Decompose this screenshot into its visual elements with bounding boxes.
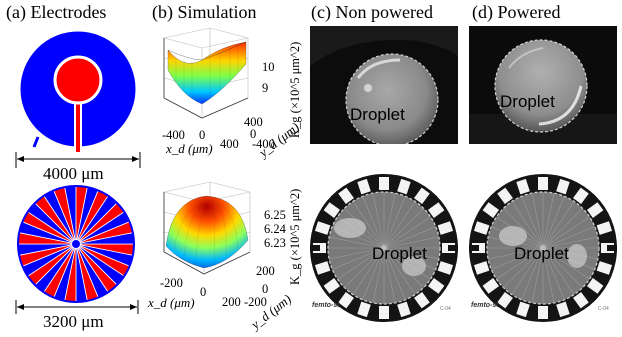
sim-bottom-xlabel: x_d (μm): [148, 295, 195, 310]
header-powered: (d) Powered: [472, 2, 561, 22]
photo-powered-bottom: [469, 166, 617, 324]
photo-nonpowered-top: [310, 26, 458, 144]
scale-bar-top: [15, 152, 141, 168]
inner-electrode: [53, 55, 103, 105]
header-electrodes: (a) Electrodes: [6, 2, 107, 22]
droplet-label-powered-bottom: Droplet: [514, 244, 569, 263]
sim-bottom-ztick-2: 6.24: [264, 222, 286, 236]
sim-bottom-ztick-3: 6.23: [264, 236, 286, 250]
electrode-top-diagram: [19, 30, 137, 152]
logo-nonpowered: femto-st: [312, 302, 340, 309]
scale-label-bottom: 3200 μm: [43, 312, 104, 331]
sim-bottom-ytick-1: 200: [256, 264, 275, 278]
photo-powered-top: [469, 26, 617, 144]
sim-top-xtick-2: 0: [199, 128, 206, 142]
kg-label-top: K_g (×10^5 μm^2): [288, 41, 302, 138]
sim-bottom-ytick-2: 0: [262, 282, 269, 296]
sim-top-xtick-3: 400: [220, 137, 239, 151]
kg-label-bottom: K_g (×10^5 μm^2): [288, 188, 302, 285]
inner-electrode-lead: [76, 97, 80, 152]
sim-bottom-xtick-1: -200: [160, 276, 183, 290]
corner-text-powered: C-04: [598, 306, 609, 312]
scale-label-top: 4000 μm: [43, 164, 104, 183]
sim-top-ytick-1: 400: [244, 115, 263, 129]
droplet-label-nonpowered-top: Droplet: [350, 105, 405, 124]
sim-top-ytick-3: -400: [252, 137, 275, 151]
sim-top-xtick-1: -400: [162, 128, 185, 142]
header-non-powered: (c) Non powered: [311, 2, 433, 22]
header-simulation: (b) Simulation: [152, 2, 257, 22]
sim-bottom-xtick-2: 0: [200, 285, 207, 299]
scale-bar-bottom: [15, 300, 139, 314]
simulation-top-plot: [163, 27, 249, 119]
corner-text-nonpowered: C-04: [440, 306, 451, 312]
sim-bottom-ytick-3: -200: [244, 295, 267, 309]
sim-top-ytick-2: 0: [250, 127, 257, 141]
sim-bottom-xtick-3: 200: [222, 295, 241, 309]
droplet-label-nonpowered-bottom: Droplet: [372, 244, 427, 263]
sim-top-ztick-1: 10: [262, 60, 275, 74]
simulation-bottom-plot: [163, 181, 251, 275]
logo-powered: femto-st: [471, 302, 499, 309]
electrode-bottom-diagram: [17, 185, 135, 303]
photo-nonpowered-bottom: [310, 166, 458, 324]
sim-bottom-ztick-1: 6.25: [264, 208, 286, 222]
sim-top-xlabel: x_d (μm): [166, 141, 213, 156]
droplet-label-powered-top: Droplet: [500, 92, 555, 111]
sim-top-ztick-2: 9: [262, 81, 269, 95]
